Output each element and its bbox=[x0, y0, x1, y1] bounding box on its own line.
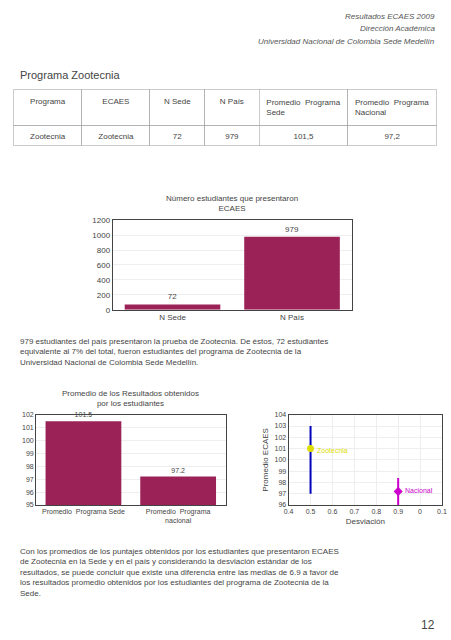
svg-text:Universidad Nacional de Colomb: Universidad Nacional de Colombia Sede Me… bbox=[258, 37, 435, 46]
svg-text:98: 98 bbox=[26, 463, 34, 470]
svg-text:104: 104 bbox=[275, 411, 287, 418]
svg-text:96: 96 bbox=[26, 489, 34, 496]
svg-text:1000: 1000 bbox=[92, 231, 110, 240]
svg-text:Dirección Académica: Dirección Académica bbox=[360, 24, 435, 33]
svg-text:101,5: 101,5 bbox=[293, 132, 314, 141]
svg-text:72: 72 bbox=[168, 292, 177, 301]
svg-text:Promedio ECAES: Promedio ECAES bbox=[261, 428, 270, 492]
svg-text:0.9: 0.9 bbox=[393, 508, 403, 515]
svg-text:0.8: 0.8 bbox=[371, 508, 381, 515]
svg-text:Promedio ProgramaNacional: Promedio ProgramaNacional bbox=[355, 98, 429, 117]
svg-text:97.2: 97.2 bbox=[171, 467, 185, 474]
svg-text:ECAES: ECAES bbox=[102, 97, 129, 106]
svg-text:0: 0 bbox=[418, 508, 422, 515]
svg-text:400: 400 bbox=[97, 276, 111, 285]
svg-text:100: 100 bbox=[22, 437, 34, 444]
svg-text:979: 979 bbox=[225, 132, 239, 141]
svg-text:N Sede: N Sede bbox=[159, 313, 186, 322]
svg-text:979 estudiantes del país prese: 979 estudiantes del país presentaron la … bbox=[20, 337, 328, 367]
svg-text:102: 102 bbox=[22, 411, 34, 418]
svg-text:99: 99 bbox=[278, 468, 286, 475]
svg-text:0.1: 0.1 bbox=[437, 508, 447, 515]
svg-text:Desviación: Desviación bbox=[346, 517, 385, 526]
svg-text:Promedio ProgramaSede: Promedio ProgramaSede bbox=[266, 98, 340, 117]
svg-text:98: 98 bbox=[278, 479, 286, 486]
svg-text:Promedio Programa Sede: Promedio Programa Sede bbox=[42, 508, 125, 516]
svg-text:0: 0 bbox=[106, 306, 111, 315]
svg-text:N Sede: N Sede bbox=[164, 97, 191, 106]
svg-text:N País: N País bbox=[220, 97, 244, 106]
svg-text:95: 95 bbox=[26, 501, 34, 508]
svg-text:97: 97 bbox=[278, 490, 286, 497]
svg-text:Programa Zootecnia: Programa Zootecnia bbox=[20, 69, 121, 81]
svg-text:800: 800 bbox=[97, 246, 111, 255]
svg-text:97,2: 97,2 bbox=[384, 132, 400, 141]
svg-text:0.4: 0.4 bbox=[284, 508, 294, 515]
svg-text:72: 72 bbox=[173, 132, 182, 141]
svg-text:101.5: 101.5 bbox=[75, 411, 93, 418]
svg-text:Promedio Programanacional: Promedio Programanacional bbox=[146, 508, 211, 524]
svg-text:1200: 1200 bbox=[92, 216, 110, 225]
svg-text:12: 12 bbox=[421, 618, 435, 632]
svg-text:0.6: 0.6 bbox=[328, 508, 338, 515]
svg-text:Resultados ECAES 2009: Resultados ECAES 2009 bbox=[345, 12, 435, 21]
svg-text:600: 600 bbox=[97, 261, 111, 270]
svg-text:Con los promedios de los punta: Con los promedios de los puntajes obteni… bbox=[20, 547, 339, 598]
svg-text:97: 97 bbox=[26, 476, 34, 483]
svg-text:Zootecnia: Zootecnia bbox=[30, 132, 66, 141]
svg-text:101: 101 bbox=[275, 445, 287, 452]
svg-text:101: 101 bbox=[22, 424, 34, 431]
svg-text:102: 102 bbox=[275, 434, 287, 441]
svg-text:Programa: Programa bbox=[30, 97, 66, 106]
svg-text:N País: N País bbox=[280, 313, 304, 322]
svg-text:100: 100 bbox=[275, 456, 287, 463]
svg-text:Zootecnia: Zootecnia bbox=[317, 447, 348, 454]
svg-text:0.5: 0.5 bbox=[306, 508, 316, 515]
svg-text:200: 200 bbox=[97, 291, 111, 300]
svg-text:103: 103 bbox=[275, 422, 287, 429]
svg-text:0.7: 0.7 bbox=[349, 508, 359, 515]
svg-text:979: 979 bbox=[285, 225, 299, 234]
svg-text:96: 96 bbox=[278, 501, 286, 508]
svg-text:99: 99 bbox=[26, 450, 34, 457]
svg-text:Nacional: Nacional bbox=[405, 487, 433, 494]
svg-text:Zootecnia: Zootecnia bbox=[98, 132, 134, 141]
svg-text:Promedio de los Resultados obt: Promedio de los Resultados obtenidospor … bbox=[62, 389, 199, 408]
svg-text:Número estudiantes que present: Número estudiantes que presentaronECAES bbox=[166, 194, 298, 213]
